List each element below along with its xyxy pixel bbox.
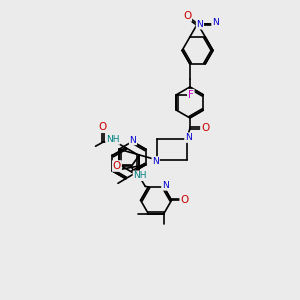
- Text: O: O: [201, 122, 209, 133]
- Text: O: O: [183, 11, 191, 21]
- Text: N: N: [185, 133, 192, 142]
- Text: F: F: [188, 90, 194, 100]
- Text: N: N: [196, 20, 203, 29]
- Text: N: N: [130, 136, 136, 145]
- Text: NH: NH: [106, 135, 119, 144]
- Text: N: N: [162, 181, 169, 190]
- Text: N: N: [212, 18, 219, 27]
- Text: O: O: [180, 195, 188, 205]
- Text: O: O: [113, 161, 121, 171]
- Text: O: O: [99, 122, 107, 132]
- Text: N: N: [152, 157, 159, 166]
- Text: NH: NH: [134, 171, 147, 180]
